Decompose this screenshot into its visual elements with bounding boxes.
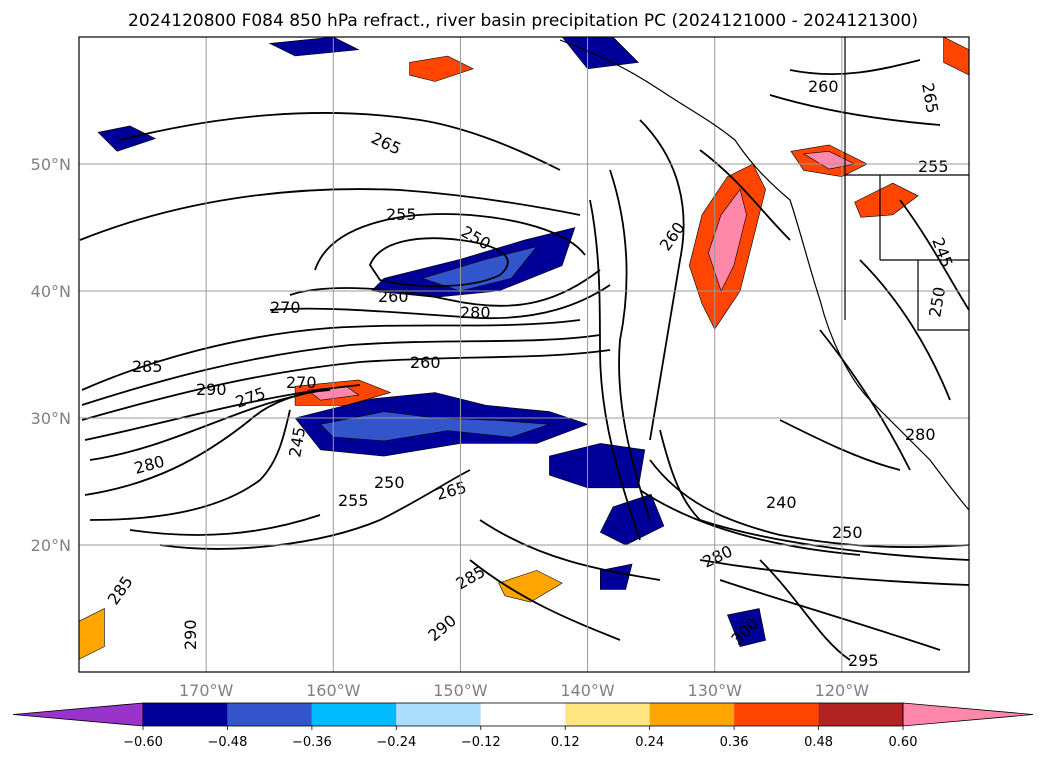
colorbar-tick-label: 0.24 (635, 735, 664, 750)
shaded-regions (79, 37, 969, 660)
contour-label: 260 (378, 287, 409, 306)
colorbar-tick-label: −0.12 (461, 735, 501, 750)
colorbar-extend-low (12, 702, 144, 727)
x-tick-label: 130°W (688, 681, 743, 700)
colorbar-segment (143, 703, 228, 726)
contour-label: 295 (848, 651, 879, 670)
shaded-region-19 (409, 55, 474, 82)
x-tick-label: 120°W (815, 681, 870, 700)
graticule (79, 37, 969, 672)
y-axis-ticks: 20°N 30°N 40°N 50°N (31, 155, 71, 555)
y-tick-label: 50°N (31, 155, 71, 174)
contour-label: 280 (905, 425, 936, 444)
x-tick-label: 170°W (179, 681, 234, 700)
colorbar-segment (818, 703, 903, 726)
colorbar: −0.60 −0.48 −0.36 −0.24 −0.12 0.12 0.24 0.36 0.4… (12, 702, 1034, 750)
shaded-region-8 (268, 37, 360, 57)
shaded-region-10 (726, 608, 766, 647)
shaded-region-6 (599, 493, 665, 546)
shaded-region-22 (79, 608, 105, 660)
contour-label: 255 (386, 205, 417, 224)
shaded-region-21 (498, 570, 563, 603)
contour-label: 240 (766, 493, 797, 512)
colorbar-segment (649, 703, 735, 726)
contour-label: 285 (132, 357, 163, 376)
y-tick-label: 40°N (31, 282, 71, 301)
shaded-region-0 (370, 227, 576, 298)
coastlines (559, 37, 969, 511)
contour-label: 260 (410, 353, 441, 372)
colorbar-segment (565, 703, 650, 726)
contour-label: 290 (196, 380, 227, 399)
colorbar-segment (311, 703, 397, 726)
plot-area (79, 37, 969, 672)
contour-label: 290 (181, 619, 200, 650)
colorbar-tick-label: 0.36 (720, 735, 749, 750)
y-tick-label: 30°N (31, 409, 71, 428)
colorbar-tick-label: 0.12 (551, 735, 580, 750)
colorbar-tick-label: −0.60 (123, 735, 163, 750)
contour-label: 255 (918, 157, 949, 176)
contour-label: 255 (338, 491, 369, 510)
colorbar-segment (396, 703, 481, 726)
shaded-region-20 (943, 37, 969, 76)
colorbar-extend-high (902, 702, 1034, 727)
colorbar-tick-label: −0.48 (208, 735, 248, 750)
x-axis-ticks: 170°W 160°W 150°W 140°W 130°W 120°W (179, 681, 869, 700)
contour-label: 270 (270, 298, 301, 317)
colorbar-segment (227, 703, 312, 726)
colorbar-segment (734, 703, 819, 726)
x-tick-label: 150°W (433, 681, 488, 700)
shaded-region-1 (421, 246, 538, 292)
colorbar-tick-label: 0.60 (889, 735, 918, 750)
x-tick-label: 160°W (306, 681, 361, 700)
contour-lines (79, 59, 969, 661)
x-tick-label: 140°W (560, 681, 615, 700)
colorbar-segment (480, 703, 566, 726)
contour-label: 280 (460, 303, 491, 322)
y-tick-label: 20°N (31, 536, 71, 555)
colorbar-tick-label: −0.36 (292, 735, 332, 750)
contour-label: 270 (286, 373, 317, 392)
contour-label: 260 (808, 77, 839, 96)
shaded-region-3 (319, 411, 550, 442)
shaded-region-18 (854, 182, 919, 218)
contour-label: 250 (374, 473, 405, 492)
plot-frame (78, 36, 970, 673)
colorbar-tick-label: 0.48 (804, 735, 833, 750)
shaded-region-9 (561, 37, 640, 70)
map-title: 2024120800 F084 850 hPa refract., river … (128, 11, 918, 31)
contour-label: 250 (832, 523, 863, 542)
colorbar-tick-label: −0.24 (376, 735, 416, 750)
colorbar-frame (142, 702, 904, 727)
